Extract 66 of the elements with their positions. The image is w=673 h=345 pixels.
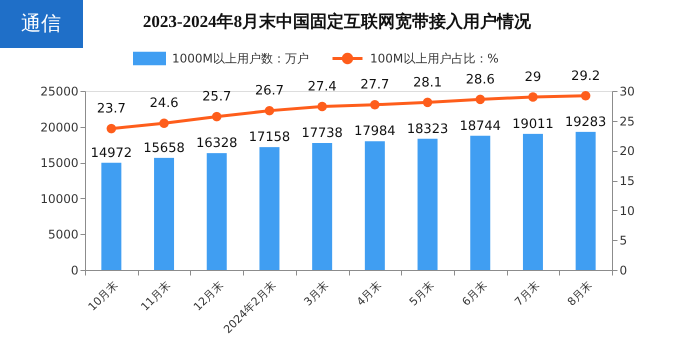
bar: [364, 141, 385, 270]
x-tick-label: 10月末: [86, 278, 120, 314]
data-label: 24.6: [150, 96, 179, 112]
y-tick-label: 10000: [40, 192, 78, 206]
data-label: 19283: [564, 114, 606, 130]
x-tick-label: 12月末: [191, 278, 226, 314]
x-tick-label: 6月末: [460, 278, 490, 308]
text: 通信: [21, 11, 61, 35]
bar: [206, 153, 227, 270]
bar: [101, 162, 122, 270]
y2-tick-label: 30: [620, 84, 635, 98]
y-tick-label: 15000: [40, 156, 78, 170]
data-label: 28.6: [466, 72, 495, 88]
legend-label: 100M以上用户占比：%: [370, 52, 499, 66]
y2-tick-label: 25: [620, 114, 635, 128]
data-label: 14972: [90, 146, 132, 161]
data-label: 17984: [354, 124, 396, 140]
data-label: 28.1: [413, 75, 442, 90]
y2-tick-label: 15: [620, 174, 635, 188]
data-label: 15658: [143, 140, 185, 156]
x-tick-label: 11月末: [138, 278, 174, 314]
point: [580, 91, 590, 101]
data-label: 27.4: [308, 80, 337, 95]
data-label: 29.2: [571, 68, 600, 84]
chart-title: 2023-2024年8月末中国固定互联网宽带接入用户情况: [142, 12, 532, 31]
bar: [154, 158, 174, 270]
data-label: 25.7: [202, 90, 232, 105]
y2-tick-label: 0: [620, 264, 628, 278]
point: [528, 92, 538, 102]
bar: [418, 138, 438, 270]
data-label: 23.7: [96, 102, 126, 117]
bar: [576, 132, 596, 270]
point: [106, 124, 116, 134]
y-tick-label: 25000: [40, 84, 78, 98]
x-tick-label: 8月末: [564, 278, 595, 308]
bar: [470, 136, 490, 270]
point: [212, 112, 222, 122]
x-tick-label: 4月末: [354, 278, 384, 308]
data-label: 17158: [248, 130, 290, 146]
data-label: 18323: [406, 122, 448, 137]
bar: [312, 142, 332, 270]
point: [317, 102, 327, 112]
legend-label: 1000M以上用户数：万户: [172, 52, 309, 66]
y2-tick-label: 20: [620, 144, 635, 158]
point: [422, 98, 432, 108]
data-label: 17738: [301, 126, 343, 141]
data-label: 19011: [512, 116, 554, 132]
y2-tick-label: 10: [620, 204, 635, 218]
data-label: 16328: [196, 136, 238, 152]
y2-tick-label: 5: [620, 234, 628, 248]
point: [476, 94, 485, 104]
point: [370, 100, 380, 110]
y-tick-label: 0: [70, 264, 78, 278]
data-label: 26.7: [254, 84, 284, 99]
x-tick-label: 3月末: [301, 278, 332, 308]
data-label: 27.7: [360, 78, 390, 93]
bar: [522, 134, 543, 270]
bar: [259, 147, 280, 270]
point: [159, 118, 169, 128]
y-tick-label: 20000: [40, 120, 78, 134]
data-label: 29: [524, 70, 542, 85]
x-tick-label: 5月末: [406, 278, 437, 308]
x-tick-label: 7月末: [512, 278, 542, 308]
data-label: 18744: [460, 118, 501, 134]
y-tick-label: 5000: [48, 228, 78, 242]
point: [264, 106, 274, 116]
